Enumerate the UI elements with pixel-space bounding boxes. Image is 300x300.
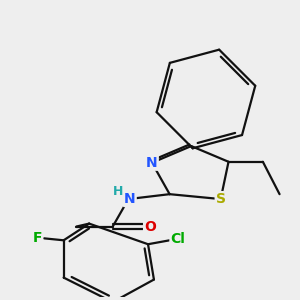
Text: H: H [113,185,123,198]
Text: N: N [124,192,136,206]
Text: N: N [146,156,158,170]
Text: S: S [216,192,226,206]
Text: O: O [144,220,156,234]
Text: Cl: Cl [170,232,185,246]
Text: F: F [33,231,42,245]
